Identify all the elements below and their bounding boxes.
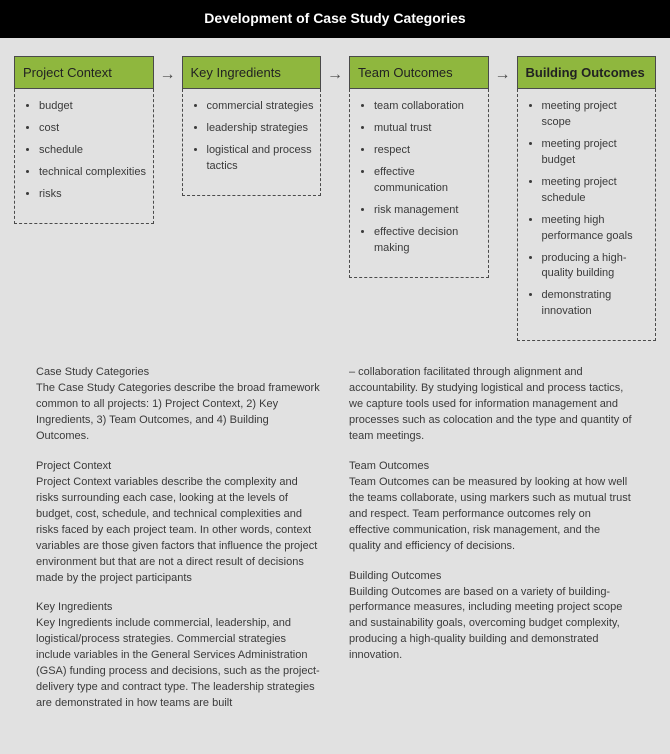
- list-item: producing a high-quality building: [542, 251, 650, 283]
- list-item: commercial strategies: [207, 99, 315, 115]
- list-item: meeting project scope: [542, 99, 650, 131]
- flow-list: budget cost schedule technical complexit…: [14, 89, 154, 224]
- section-body: Project Context variables describe the c…: [36, 475, 321, 587]
- flow-row: Project Context budget cost schedule tec…: [0, 38, 670, 347]
- section-body: – collaboration facilitated through alig…: [349, 365, 634, 445]
- list-item: meeting project schedule: [542, 175, 650, 207]
- left-column: Case Study Categories The Case Study Cat…: [36, 365, 321, 726]
- section-body: Team Outcomes can be measured by looking…: [349, 475, 634, 555]
- section-heading: Project Context: [36, 459, 321, 475]
- section-building-outcomes: Building Outcomes Building Outcomes are …: [349, 569, 634, 665]
- section-continuation: – collaboration facilitated through alig…: [349, 365, 634, 445]
- text-columns: Case Study Categories The Case Study Cat…: [0, 347, 670, 754]
- title-bar: Development of Case Study Categories: [0, 0, 670, 38]
- section-body: The Case Study Categories describe the b…: [36, 381, 321, 445]
- arrow-icon: →: [325, 56, 345, 84]
- list-item: schedule: [39, 143, 147, 159]
- section-team-outcomes: Team Outcomes Team Outcomes can be measu…: [349, 459, 634, 555]
- flow-header: Team Outcomes: [349, 56, 489, 89]
- list-item: budget: [39, 99, 147, 115]
- flow-box-team-outcomes: Team Outcomes team collaboration mutual …: [349, 56, 489, 278]
- page-container: Development of Case Study Categories Pro…: [0, 0, 670, 754]
- arrow-icon: →: [493, 56, 513, 84]
- arrow-icon: →: [158, 56, 178, 84]
- section-heading: Team Outcomes: [349, 459, 634, 475]
- list-item: effective decision making: [374, 225, 482, 257]
- flow-header: Key Ingredients: [182, 56, 322, 89]
- list-item: technical complexities: [39, 165, 147, 181]
- flow-box-building-outcomes: Building Outcomes meeting project scope …: [517, 56, 657, 341]
- flow-list: meeting project scope meeting project bu…: [517, 89, 657, 341]
- list-item: leadership strategies: [207, 121, 315, 137]
- section-case-study-categories: Case Study Categories The Case Study Cat…: [36, 365, 321, 445]
- list-item: team collaboration: [374, 99, 482, 115]
- flow-box-key-ingredients: Key Ingredients commercial strategies le…: [182, 56, 322, 196]
- flow-box-project-context: Project Context budget cost schedule tec…: [14, 56, 154, 224]
- right-column: – collaboration facilitated through alig…: [349, 365, 634, 726]
- list-item: risk management: [374, 203, 482, 219]
- page-title: Development of Case Study Categories: [204, 10, 465, 26]
- section-body: Building Outcomes are based on a variety…: [349, 585, 634, 665]
- list-item: meeting project budget: [542, 137, 650, 169]
- section-project-context: Project Context Project Context variable…: [36, 459, 321, 587]
- list-item: effective communication: [374, 165, 482, 197]
- flow-header: Project Context: [14, 56, 154, 89]
- flow-list: commercial strategies leadership strateg…: [182, 89, 322, 196]
- section-key-ingredients: Key Ingredients Key Ingredients include …: [36, 600, 321, 712]
- list-item: meeting high performance goals: [542, 213, 650, 245]
- list-item: risks: [39, 187, 147, 203]
- list-item: cost: [39, 121, 147, 137]
- section-heading: Key Ingredients: [36, 600, 321, 616]
- list-item: demonstrating innovation: [542, 288, 650, 320]
- section-heading: Case Study Categories: [36, 365, 321, 381]
- flow-header: Building Outcomes: [517, 56, 657, 89]
- list-item: mutual trust: [374, 121, 482, 137]
- list-item: respect: [374, 143, 482, 159]
- flow-list: team collaboration mutual trust respect …: [349, 89, 489, 278]
- list-item: logistical and process tactics: [207, 143, 315, 175]
- section-heading: Building Outcomes: [349, 569, 634, 585]
- section-body: Key Ingredients include commercial, lead…: [36, 616, 321, 712]
